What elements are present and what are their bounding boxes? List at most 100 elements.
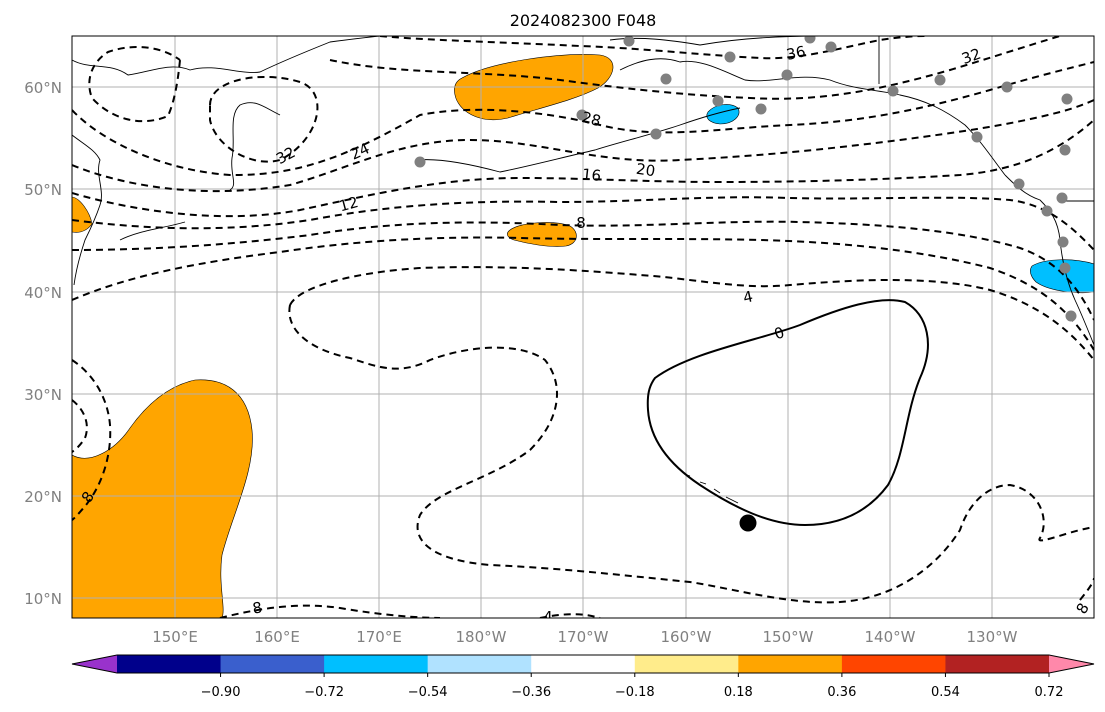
station-dot bbox=[623, 36, 635, 47]
station-dot bbox=[804, 36, 816, 44]
station-dot bbox=[1059, 262, 1071, 274]
colorbar-cell bbox=[427, 655, 532, 673]
station-dot bbox=[1059, 144, 1071, 156]
lat-label: 20°N bbox=[24, 488, 62, 506]
colorbar-cell bbox=[531, 655, 636, 673]
storm-center-marker bbox=[739, 514, 757, 532]
lon-label: 180°W bbox=[456, 628, 507, 646]
colorbar-extend-low bbox=[72, 655, 117, 673]
positive-anomaly-westpacific bbox=[72, 379, 253, 618]
colorbar-ticks: −0.90 −0.72 −0.54 −0.36 −0.18 0.18 0.36 0.54 0.7… bbox=[201, 673, 1064, 700]
colorbar-cells bbox=[72, 655, 1094, 673]
colorbar-cell bbox=[841, 655, 946, 673]
contour-label: 8 bbox=[251, 598, 263, 617]
station-dot bbox=[755, 103, 767, 115]
station-dot bbox=[576, 109, 588, 121]
lon-label: 140°W bbox=[865, 628, 916, 646]
coastlines bbox=[72, 36, 1094, 504]
contour-label: 32 bbox=[959, 45, 983, 68]
lon-label: 130°W bbox=[967, 628, 1018, 646]
station-dot bbox=[712, 95, 724, 107]
contours bbox=[72, 36, 1094, 618]
contour-label: 12 bbox=[337, 193, 360, 215]
colorbar-tick-label: −0.72 bbox=[304, 685, 344, 700]
colorbar-cell bbox=[220, 655, 325, 673]
station-dot bbox=[724, 51, 736, 63]
colorbar-outline bbox=[71, 654, 1095, 674]
contour-8-bottom bbox=[539, 613, 601, 618]
station-dot bbox=[1065, 310, 1077, 322]
station-dot bbox=[1041, 205, 1053, 217]
station-dot bbox=[660, 73, 672, 85]
coast-alaska-north bbox=[609, 36, 821, 46]
contour-24 bbox=[72, 99, 1094, 193]
lon-label: 150°E bbox=[152, 628, 198, 646]
map-frame bbox=[71, 35, 1095, 619]
colorbar-tick-label: 0.72 bbox=[1035, 685, 1064, 700]
contour-4-south bbox=[288, 304, 1094, 604]
colorbar: −0.90 −0.72 −0.54 −0.36 −0.18 0.18 0.36 0.54 0.7… bbox=[71, 654, 1095, 700]
contour-label: 16 bbox=[581, 165, 602, 185]
gridlines bbox=[72, 36, 1094, 618]
colorbar-cell bbox=[634, 655, 739, 673]
colorbar-cell bbox=[945, 655, 1050, 673]
station-dot bbox=[1013, 178, 1025, 190]
lat-label: 10°N bbox=[24, 590, 62, 608]
colorbar-tick-label: −0.36 bbox=[511, 685, 551, 700]
contour-label: 28 bbox=[580, 108, 603, 130]
contour-32-center bbox=[209, 36, 1061, 163]
contour-0 bbox=[646, 299, 929, 527]
contour-28 bbox=[72, 61, 1094, 177]
station-dot bbox=[971, 131, 983, 143]
coast-siberia bbox=[72, 36, 381, 76]
colorbar-tick-label: −0.18 bbox=[615, 685, 655, 700]
station-dot bbox=[1061, 93, 1073, 105]
map-title: 2024082300 F048 bbox=[510, 11, 657, 30]
station-dot bbox=[887, 85, 899, 97]
colorbar-tick-label: 0.36 bbox=[827, 685, 856, 700]
lon-label: 160°E bbox=[254, 628, 300, 646]
colorbar-cell bbox=[117, 655, 222, 673]
station-dot bbox=[414, 156, 426, 168]
map-panel: 36 32 32 28 24 20 16 12 8 8 8 8 4 4 0 bbox=[72, 36, 1094, 626]
lon-label: 170°W bbox=[558, 628, 609, 646]
contour-36 bbox=[379, 36, 926, 60]
contour-label: 4 bbox=[741, 287, 754, 307]
station-dot bbox=[1001, 81, 1013, 93]
contour-labels: 36 32 32 28 24 20 16 12 8 8 8 8 4 4 0 bbox=[78, 42, 1093, 626]
contour-label: 36 bbox=[785, 42, 807, 64]
lat-label: 40°N bbox=[24, 284, 62, 302]
longitude-labels: 150°E 160°E 170°E 180°W 170°W 160°W 150°… bbox=[152, 628, 1017, 646]
lat-label: 50°N bbox=[24, 181, 62, 199]
contour-8-south bbox=[219, 604, 441, 618]
colorbar-tick-label: −0.90 bbox=[201, 685, 241, 700]
lon-label: 170°E bbox=[356, 628, 402, 646]
contour-left-edge bbox=[72, 399, 88, 453]
contour-8-north bbox=[72, 236, 1094, 351]
lon-label: 160°W bbox=[661, 628, 712, 646]
coast-kamchatka bbox=[72, 134, 102, 286]
colorbar-tick-label: 0.54 bbox=[931, 685, 960, 700]
colorbar-tick-label: 0.18 bbox=[724, 685, 753, 700]
station-markers bbox=[414, 36, 1077, 532]
positive-anomaly-kamchatka bbox=[72, 196, 93, 233]
contour-8-westpacific bbox=[72, 359, 112, 521]
colorbar-cell bbox=[738, 655, 843, 673]
latitude-labels: 60°N 50°N 40°N 30°N 20°N 10°N bbox=[24, 79, 62, 608]
coast-alaska bbox=[619, 58, 1006, 176]
coast-okhotsk bbox=[229, 102, 281, 191]
station-dot bbox=[781, 69, 793, 81]
coast-kurils bbox=[119, 221, 186, 241]
colorbar-extend-high bbox=[1049, 655, 1094, 673]
lat-label: 30°N bbox=[24, 386, 62, 404]
station-dot bbox=[1056, 192, 1068, 204]
lon-label: 150°W bbox=[763, 628, 814, 646]
contour-32-west bbox=[88, 46, 181, 123]
station-dot bbox=[1057, 236, 1069, 248]
negative-anomaly-alaska bbox=[706, 104, 740, 125]
station-dot bbox=[825, 41, 837, 53]
colorbar-tick-label: −0.54 bbox=[408, 685, 448, 700]
lat-label: 60°N bbox=[24, 79, 62, 97]
contour-label: 4 bbox=[543, 608, 553, 626]
contour-20 bbox=[72, 119, 1094, 218]
